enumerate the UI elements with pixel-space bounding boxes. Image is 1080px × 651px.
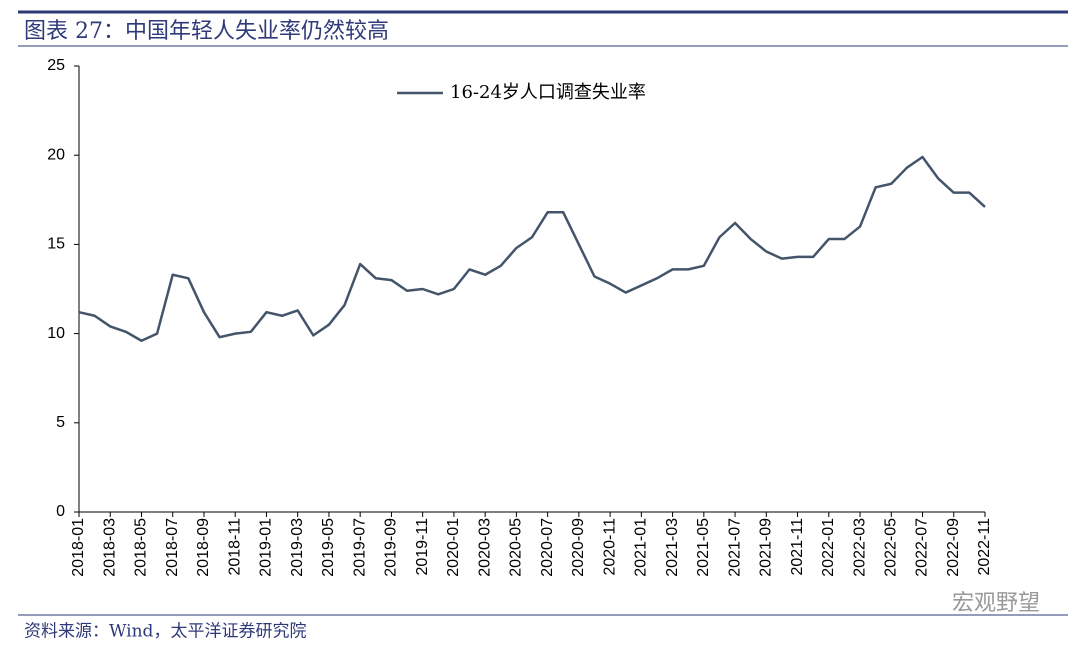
y-tick-label: 15 <box>47 236 65 253</box>
x-tick-label: 2021-09 <box>758 518 775 577</box>
x-tick-label: 2018-01 <box>70 518 87 577</box>
x-tick-label: 2022-05 <box>882 518 899 577</box>
x-tick-label: 2018-03 <box>101 518 118 577</box>
x-tick-label: 2020-01 <box>445 518 462 577</box>
x-tick-label: 2019-01 <box>258 518 275 577</box>
x-tick-label: 2018-11 <box>226 518 243 576</box>
x-tick-label: 2021-07 <box>726 518 743 577</box>
source: 资料来源：Wind，太平洋证券研究院 <box>24 622 306 642</box>
x-tick-label: 2020-11 <box>601 518 618 576</box>
y-tick-label: 0 <box>56 503 65 520</box>
x-tick-label: 2022-07 <box>914 518 931 577</box>
x-tick-label: 2018-09 <box>195 518 212 577</box>
x-tick-label: 2018-07 <box>164 518 181 577</box>
watermark: 宏观野望 <box>952 591 1040 616</box>
x-tick-label: 2019-07 <box>351 518 368 577</box>
x-tick-label: 2020-03 <box>476 518 493 577</box>
x-tick-label: 2020-09 <box>570 518 587 577</box>
y-tick-label: 25 <box>47 57 65 74</box>
y-tick-label: 10 <box>47 325 65 342</box>
y-tick-label: 5 <box>56 414 65 431</box>
x-tick-label: 2019-09 <box>383 518 400 577</box>
x-tick-label: 2021-01 <box>633 518 650 577</box>
x-tick-label: 2020-05 <box>508 518 525 577</box>
x-tick-label: 2022-03 <box>851 518 868 577</box>
x-tick-label: 2019-05 <box>320 518 337 577</box>
chart-title: 图表 27：中国年轻人失业率仍然较高 <box>24 19 389 44</box>
y-tick-label: 20 <box>47 146 65 163</box>
x-tick-label: 2019-03 <box>289 518 306 577</box>
data-line <box>78 155 986 342</box>
x-tick-label: 2020-07 <box>539 518 556 577</box>
legend-label: 16-24岁人口调查失业率 <box>450 82 646 103</box>
x-tick-label: 2022-11 <box>976 518 993 576</box>
x-tick-label: 2022-01 <box>820 518 837 577</box>
x-tick-label: 2019-11 <box>414 518 431 576</box>
x-tick-label: 2021-03 <box>664 518 681 577</box>
x-tick-label: 2022-09 <box>945 518 962 577</box>
x-tick-label: 2021-05 <box>695 518 712 577</box>
x-tick-label: 2021-11 <box>789 518 806 576</box>
x-tick-label: 2018-05 <box>133 518 150 577</box>
